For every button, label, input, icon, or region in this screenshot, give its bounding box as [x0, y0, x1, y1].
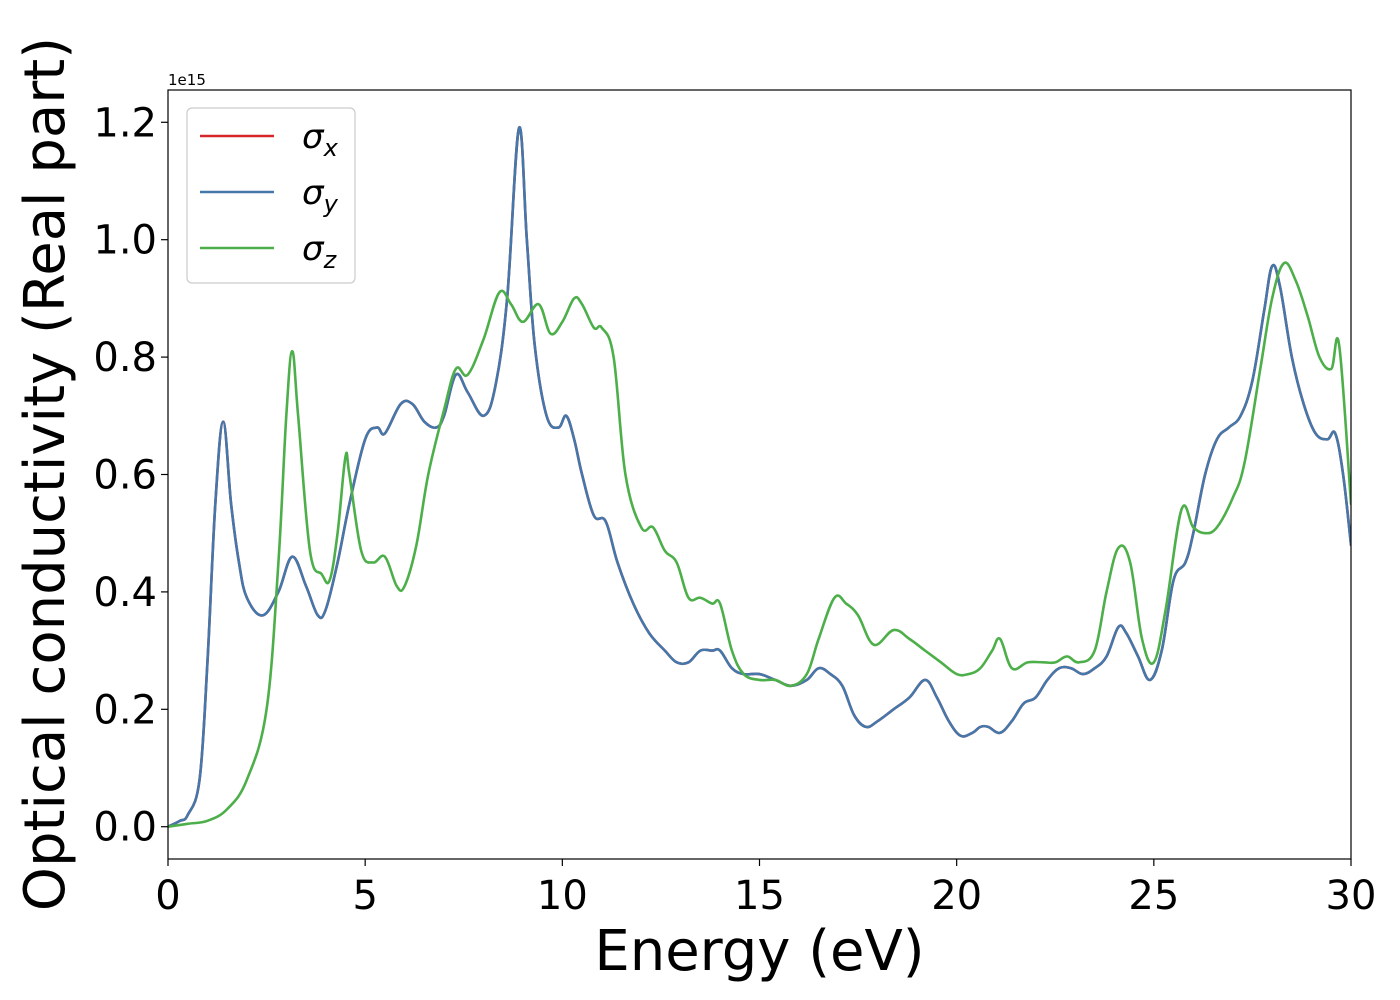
legend: σx σy σz: [186, 107, 356, 284]
y-tick-label: 0.8: [93, 335, 157, 381]
x-tick-label: 0: [155, 873, 180, 919]
x-tick-label: 30: [1326, 873, 1377, 919]
y-axis-title: Optical conductivity (Real part): [13, 37, 78, 911]
x-tick-label: 5: [352, 873, 377, 919]
legend-label-z: σz: [302, 229, 338, 274]
legend-label-x: σx: [302, 117, 339, 162]
y-axis: 0.0 0.2 0.4 0.6 0.8 1.0 1.2: [93, 100, 168, 851]
x-tick-label: 20: [931, 873, 982, 919]
series-line-z: [168, 261, 1351, 829]
y-tick-label: 1.2: [93, 100, 157, 146]
x-axis-title: Energy (eV): [594, 919, 924, 984]
y-tick-label: 0.6: [93, 453, 157, 499]
x-tick-label: 25: [1128, 873, 1179, 919]
legend-label-y: σy: [302, 173, 339, 218]
y-tick-label: 0.4: [93, 570, 157, 616]
legend-box: [186, 107, 356, 284]
series-line-y: [168, 126, 1351, 829]
y-tick-label: 0.0: [93, 805, 157, 851]
y-tick-label: 0.2: [93, 687, 157, 733]
x-tick-label: 15: [734, 873, 785, 919]
y-tick-label: 1.0: [93, 218, 157, 264]
x-tick-label: 10: [537, 873, 588, 919]
y-offset-label: 1e15: [168, 71, 206, 89]
series-layer: [168, 126, 1351, 829]
x-axis: 0 5 10 15 20 25 30: [155, 859, 1376, 919]
